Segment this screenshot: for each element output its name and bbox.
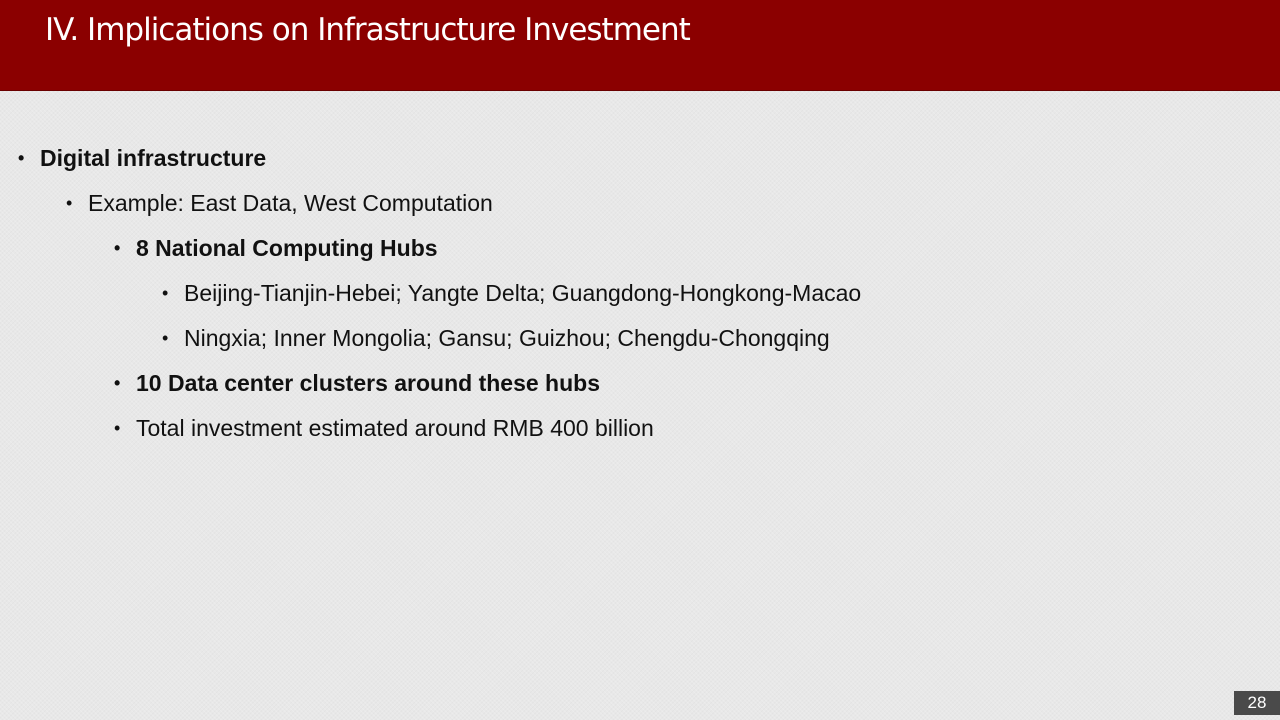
bullet-item: • 10 Data center clusters around these h… xyxy=(114,368,600,398)
bullet-item: • Example: East Data, West Computation xyxy=(66,188,493,218)
bullet-dot-icon: • xyxy=(114,373,121,393)
bullet-item: • Total investment estimated around RMB … xyxy=(114,413,654,443)
bullet-text: Digital infrastructure xyxy=(40,145,267,171)
bullet-text: Total investment estimated around RMB 40… xyxy=(136,415,654,441)
bullet-dot-icon: • xyxy=(162,283,169,303)
bullet-dot-icon: • xyxy=(162,328,169,348)
bullet-dot-icon: • xyxy=(114,418,121,438)
bullet-text: Ningxia; Inner Mongolia; Gansu; Guizhou;… xyxy=(184,325,830,351)
bullet-text: Beijing-Tianjin-Hebei; Yangte Delta; Gua… xyxy=(184,280,862,306)
bullet-item: • Ningxia; Inner Mongolia; Gansu; Guizho… xyxy=(162,323,830,353)
page-number-badge: 28 xyxy=(1234,691,1280,715)
bullet-item: • Digital infrastructure xyxy=(18,143,267,173)
bullet-item: • 8 National Computing Hubs xyxy=(114,233,438,263)
bullet-text: Example: East Data, West Computation xyxy=(88,190,493,216)
bullet-dot-icon: • xyxy=(18,148,25,168)
bullet-item: • Beijing-Tianjin-Hebei; Yangte Delta; G… xyxy=(162,278,862,308)
bullet-dot-icon: • xyxy=(66,193,73,213)
title-bar: IV. Implications on Infrastructure Inves… xyxy=(0,0,1280,91)
slide-title: IV. Implications on Infrastructure Inves… xyxy=(45,12,691,48)
bullet-text: 8 National Computing Hubs xyxy=(136,235,438,261)
bullet-text: 10 Data center clusters around these hub… xyxy=(136,370,600,396)
bullet-dot-icon: • xyxy=(114,238,121,258)
